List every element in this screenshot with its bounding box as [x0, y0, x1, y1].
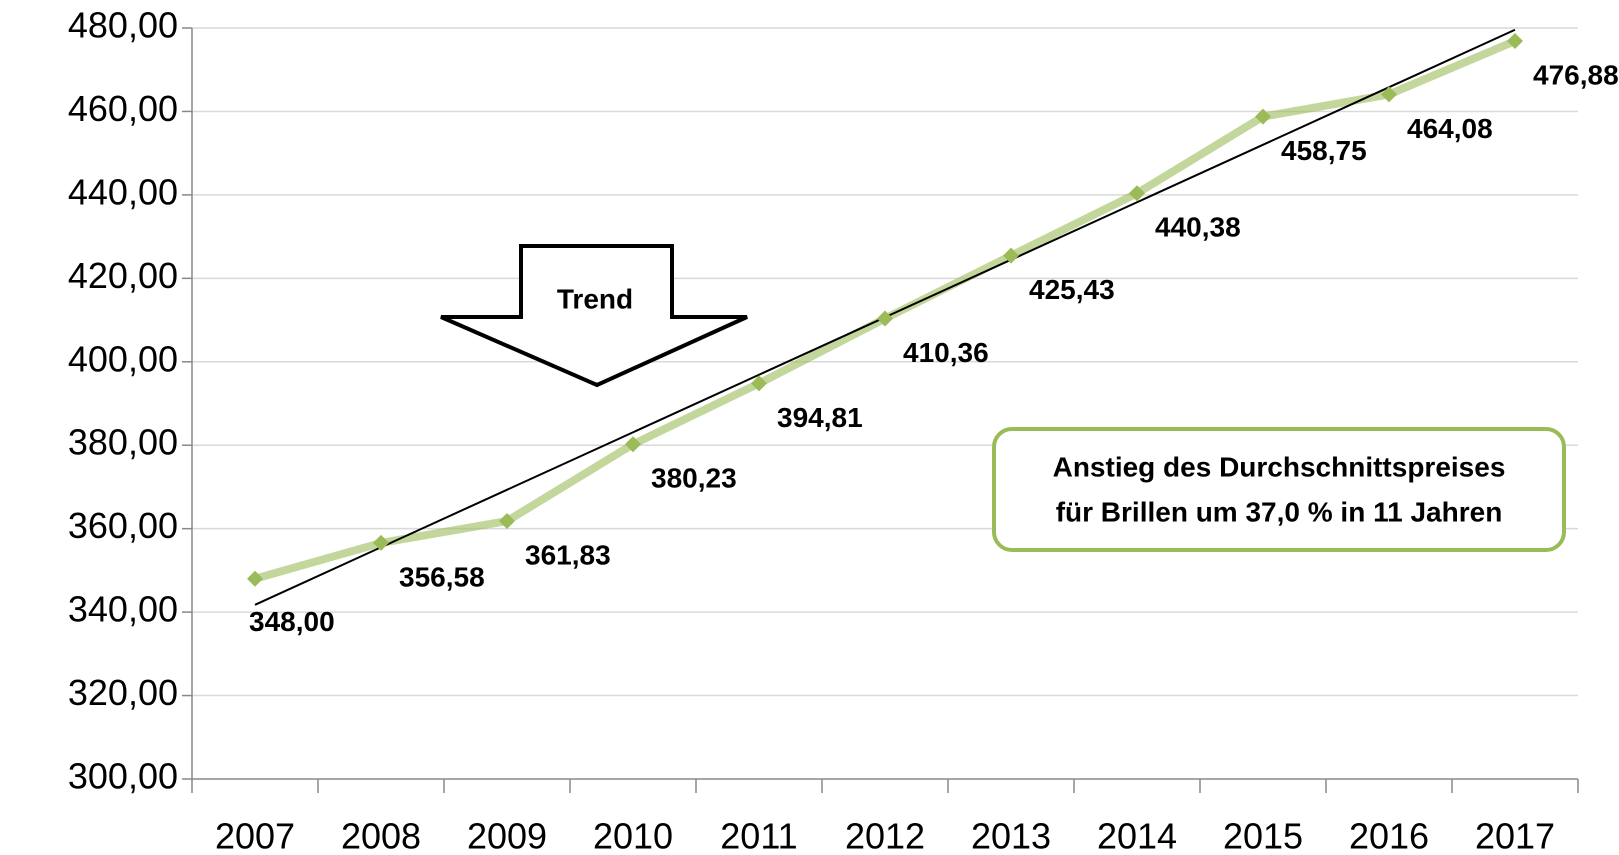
- y-tick-label: 400,00: [68, 338, 178, 379]
- x-tick-label: 2013: [971, 816, 1051, 855]
- marker: [1507, 33, 1523, 50]
- marker: [625, 436, 641, 453]
- marker: [1255, 108, 1271, 125]
- x-tick-label: 2012: [845, 816, 925, 855]
- y-tick-label: 420,00: [68, 255, 178, 296]
- y-tick-label: 480,00: [68, 5, 178, 46]
- marker: [1129, 185, 1145, 202]
- arrow-text: Trend: [557, 283, 633, 314]
- marker: [1003, 247, 1019, 264]
- x-tick-label: 2011: [720, 816, 797, 855]
- data-label: 425,43: [1029, 274, 1115, 305]
- data-label: 410,36: [903, 337, 989, 368]
- annotation-box: [992, 427, 1566, 552]
- data-label: 458,75: [1281, 135, 1367, 166]
- data-label: 394,81: [777, 402, 863, 433]
- x-tick-label: 2016: [1349, 816, 1429, 855]
- marker: [499, 513, 515, 530]
- marker: [751, 375, 767, 392]
- marker: [247, 570, 263, 587]
- annotation-line: für Brillen um 37,0 % in 11 Jahren: [1056, 496, 1503, 527]
- y-tick-label: 440,00: [68, 171, 178, 212]
- y-tick-label: 300,00: [68, 756, 178, 797]
- marker: [1381, 86, 1397, 103]
- data-label: 464,08: [1407, 113, 1493, 144]
- data-label: 476,88: [1533, 59, 1619, 90]
- data-label: 440,38: [1155, 212, 1241, 243]
- x-tick-label: 2010: [593, 816, 673, 855]
- marker: [877, 310, 893, 327]
- y-tick-label: 380,00: [68, 422, 178, 463]
- x-tick-label: 2007: [215, 816, 295, 855]
- annotation-line: Anstieg des Durchschnittspreises: [1053, 451, 1506, 482]
- y-tick-label: 320,00: [68, 672, 178, 713]
- y-tick-label: 360,00: [68, 505, 178, 546]
- y-tick-label: 340,00: [68, 589, 178, 630]
- y-tick-label: 460,00: [68, 88, 178, 129]
- data-label: 380,23: [651, 463, 737, 494]
- x-tick-label: 2014: [1097, 816, 1177, 855]
- x-tick-label: 2008: [341, 816, 421, 855]
- x-tick-label: 2009: [467, 816, 547, 855]
- data-label: 348,00: [249, 606, 335, 637]
- x-tick-label: 2017: [1475, 816, 1555, 855]
- x-tick-label: 2015: [1223, 816, 1303, 855]
- data-label: 361,83: [525, 539, 611, 570]
- data-label: 356,58: [399, 561, 485, 592]
- trend-arrow: [440, 244, 748, 388]
- marker: [373, 534, 389, 551]
